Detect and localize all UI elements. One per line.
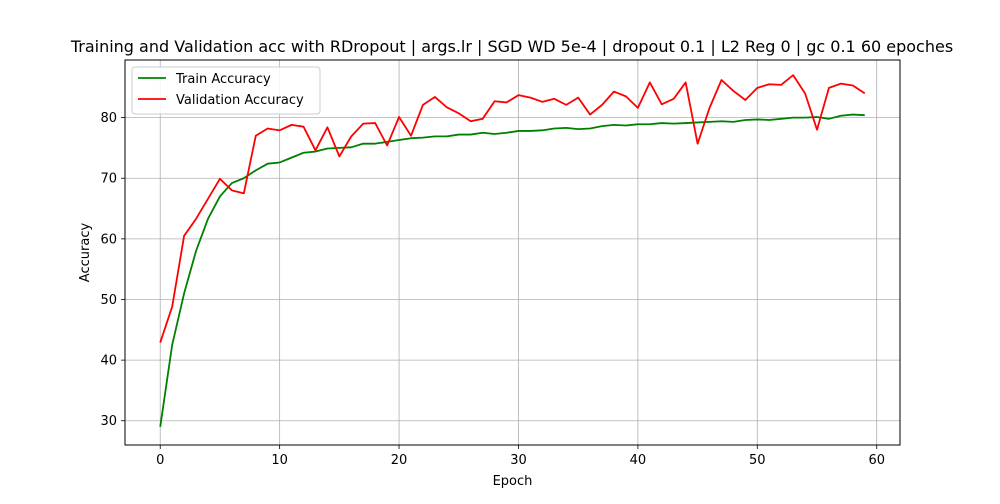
y-tick-label: 50 xyxy=(100,293,117,308)
x-tick-label: 60 xyxy=(868,453,885,468)
grid-lines xyxy=(125,60,900,445)
y-axis-ticks: 30 40 50 60 70 80 xyxy=(100,111,125,429)
y-tick-label: 40 xyxy=(100,354,117,369)
chart-title: Training and Validation acc with RDropou… xyxy=(70,37,953,56)
x-tick-label: 20 xyxy=(391,453,408,468)
y-tick-label: 80 xyxy=(100,111,117,126)
x-tick-label: 40 xyxy=(630,453,647,468)
x-tick-label: 0 xyxy=(156,453,164,468)
legend-label-validation: Validation Accuracy xyxy=(176,93,304,108)
series-line-validation-accuracy xyxy=(159,74,866,343)
legend: Train Accuracy Validation Accuracy xyxy=(131,66,321,115)
x-axis-label: Epoch xyxy=(493,474,533,489)
x-tick-label: 50 xyxy=(749,453,766,468)
x-tick-label: 30 xyxy=(510,453,527,468)
legend-label-train: Train Accuracy xyxy=(175,72,271,87)
y-tick-label: 30 xyxy=(100,414,117,429)
series-layer xyxy=(159,74,866,427)
y-axis-label: Accuracy xyxy=(78,223,93,283)
legend-box xyxy=(131,66,321,115)
y-tick-label: 60 xyxy=(100,232,117,247)
x-tick-label: 10 xyxy=(271,453,288,468)
plot-area-frame xyxy=(124,59,901,446)
y-tick-label: 70 xyxy=(100,172,117,187)
series-line-train-accuracy xyxy=(159,113,865,427)
x-axis-ticks: 0 10 20 30 40 50 60 xyxy=(156,445,885,468)
